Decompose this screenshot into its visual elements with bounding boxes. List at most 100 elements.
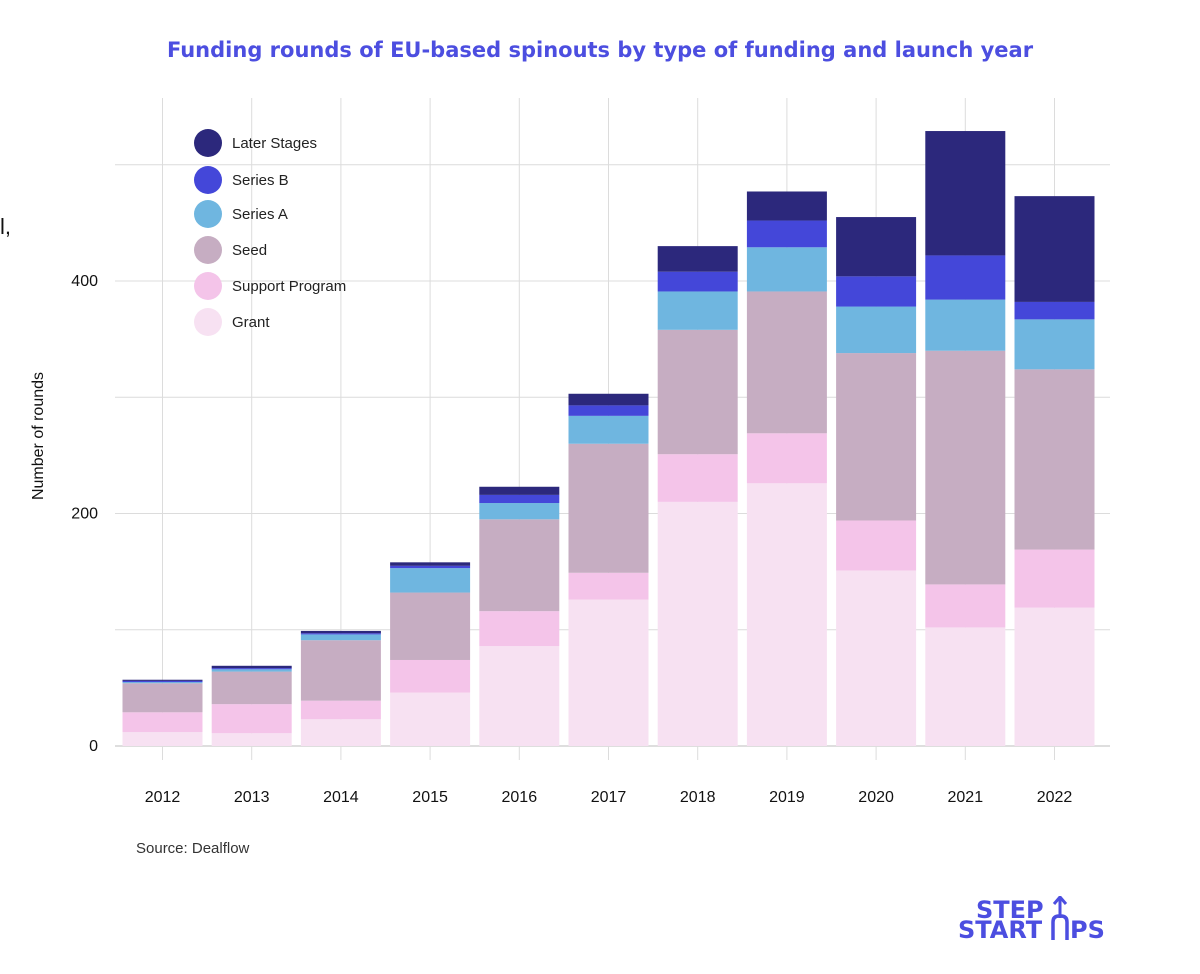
bar-segment-support-program [211, 704, 292, 734]
logo-start-text: START [958, 916, 1043, 944]
bar-segment-series-b [925, 255, 1006, 300]
bar-segment-grant [211, 733, 292, 746]
cropped-text-fragment: l, [0, 214, 11, 239]
logo-step-text: STEP [976, 896, 1044, 924]
bar-segment-series-a [211, 669, 292, 672]
bar-segment-series-a [300, 634, 381, 641]
x-tick-label: 2018 [680, 789, 716, 806]
bar-segment-series-a [122, 682, 203, 684]
bar-segment-support-program [122, 712, 203, 733]
bar-segment-later-stages [746, 191, 827, 221]
x-tick-label: 2015 [412, 789, 448, 806]
bar-segment-series-a [746, 247, 827, 292]
x-tick-label: 2022 [1037, 789, 1073, 806]
bar-segment-seed [836, 353, 917, 521]
bar-segment-later-stages [1014, 196, 1095, 302]
legend-swatch [194, 236, 222, 264]
bar-segment-grant [925, 627, 1006, 746]
bar-segment-support-program [390, 659, 471, 693]
legend-label: Seed [232, 242, 267, 259]
bar-segment-later-stages [925, 131, 1006, 256]
source-note: Source: Dealflow [136, 840, 250, 857]
bar-segment-later-stages [836, 217, 917, 277]
bar-segment-support-program [925, 584, 1006, 628]
bar-segment-series-b [122, 680, 203, 683]
bar-segment-series-a [657, 291, 738, 330]
bar-segment-later-stages [390, 562, 471, 566]
y-tick-label: 200 [71, 506, 98, 523]
legend-label: Series B [232, 172, 289, 189]
bar-segment-series-a [925, 299, 1006, 351]
bar-segment-series-a [390, 568, 471, 593]
bar-segment-later-stages [211, 665, 292, 669]
bar-segment-series-b [300, 633, 381, 635]
bar-segment-seed [925, 350, 1006, 585]
bar-segment-grant [1014, 607, 1095, 746]
bar-segment-support-program [836, 520, 917, 571]
x-tick-labels: 2012 2013 2014 2015 2016 2017 2018 2019 2020 2021… [145, 789, 1073, 806]
bar-segment-later-stages [300, 630, 381, 634]
x-tick-label: 2020 [858, 789, 894, 806]
legend-label: Series A [232, 206, 288, 223]
legend-label: Grant [232, 314, 270, 331]
bar-segment-grant [390, 692, 471, 746]
y-tick-labels: 0 200 400 [71, 273, 98, 755]
step-startups-logo: STEP START PS [956, 896, 1116, 946]
bar-segment-series-b [479, 494, 560, 504]
bar-segment-series-b [836, 276, 917, 307]
bar-segment-seed [568, 443, 649, 573]
bar-segment-later-stages [479, 486, 560, 495]
legend-label: Later Stages [232, 135, 317, 152]
legend-swatch [194, 272, 222, 300]
bar-segment-series-b [657, 271, 738, 292]
y-tick-label: 0 [89, 738, 98, 755]
bar-segment-support-program [1014, 549, 1095, 608]
bar-segment-seed [479, 519, 560, 612]
bar-segment-series-a [1014, 319, 1095, 370]
bar-segment-series-b [390, 565, 471, 569]
bar-segment-later-stages [657, 246, 738, 272]
bar-segment-series-b [1014, 301, 1095, 320]
legend-swatch [194, 200, 222, 228]
x-tick-label: 2016 [502, 789, 538, 806]
bar-segment-support-program [568, 572, 649, 600]
bar-segment-seed [211, 671, 292, 705]
bar-segment-grant [657, 501, 738, 746]
bar-segment-seed [122, 683, 203, 713]
x-tick-label: 2012 [145, 789, 181, 806]
legend-swatch [194, 166, 222, 194]
x-tick-label: 2021 [948, 789, 984, 806]
bar-segment-series-a [568, 415, 649, 444]
logo-ps-text: PS [1070, 916, 1105, 944]
bar-segment-series-b [746, 220, 827, 248]
bar-segment-grant [122, 732, 203, 746]
x-tick-label: 2019 [769, 789, 805, 806]
x-tick-label: 2014 [323, 789, 359, 806]
bars [122, 131, 1095, 746]
bar-segment-seed [746, 291, 827, 434]
bar-segment-seed [300, 640, 381, 701]
chart-title: Funding rounds of EU-based spinouts by t… [166, 38, 1034, 62]
legend-swatch [194, 308, 222, 336]
bar-segment-grant [300, 719, 381, 746]
bar-segment-grant [568, 599, 649, 746]
bar-segment-later-stages [568, 393, 649, 406]
bar-segment-support-program [746, 433, 827, 484]
x-tick-label: 2013 [234, 789, 270, 806]
legend: Later Stages Series B Series A Seed Support … [194, 129, 346, 336]
logo-arrow-icon [1051, 896, 1069, 940]
bar-segment-series-b [568, 405, 649, 416]
bar-segment-seed [1014, 369, 1095, 550]
bar-segment-seed [390, 592, 471, 660]
legend-label: Support Program [232, 278, 346, 295]
x-tick-label: 2017 [591, 789, 627, 806]
bar-segment-series-a [836, 306, 917, 354]
bar-segment-grant [746, 483, 827, 746]
bar-segment-series-b [211, 668, 292, 670]
bar-segment-support-program [479, 611, 560, 647]
legend-swatch [194, 129, 222, 157]
bar-segment-grant [479, 646, 560, 746]
bar-segment-grant [836, 570, 917, 746]
bar-segment-later-stages [122, 679, 203, 681]
